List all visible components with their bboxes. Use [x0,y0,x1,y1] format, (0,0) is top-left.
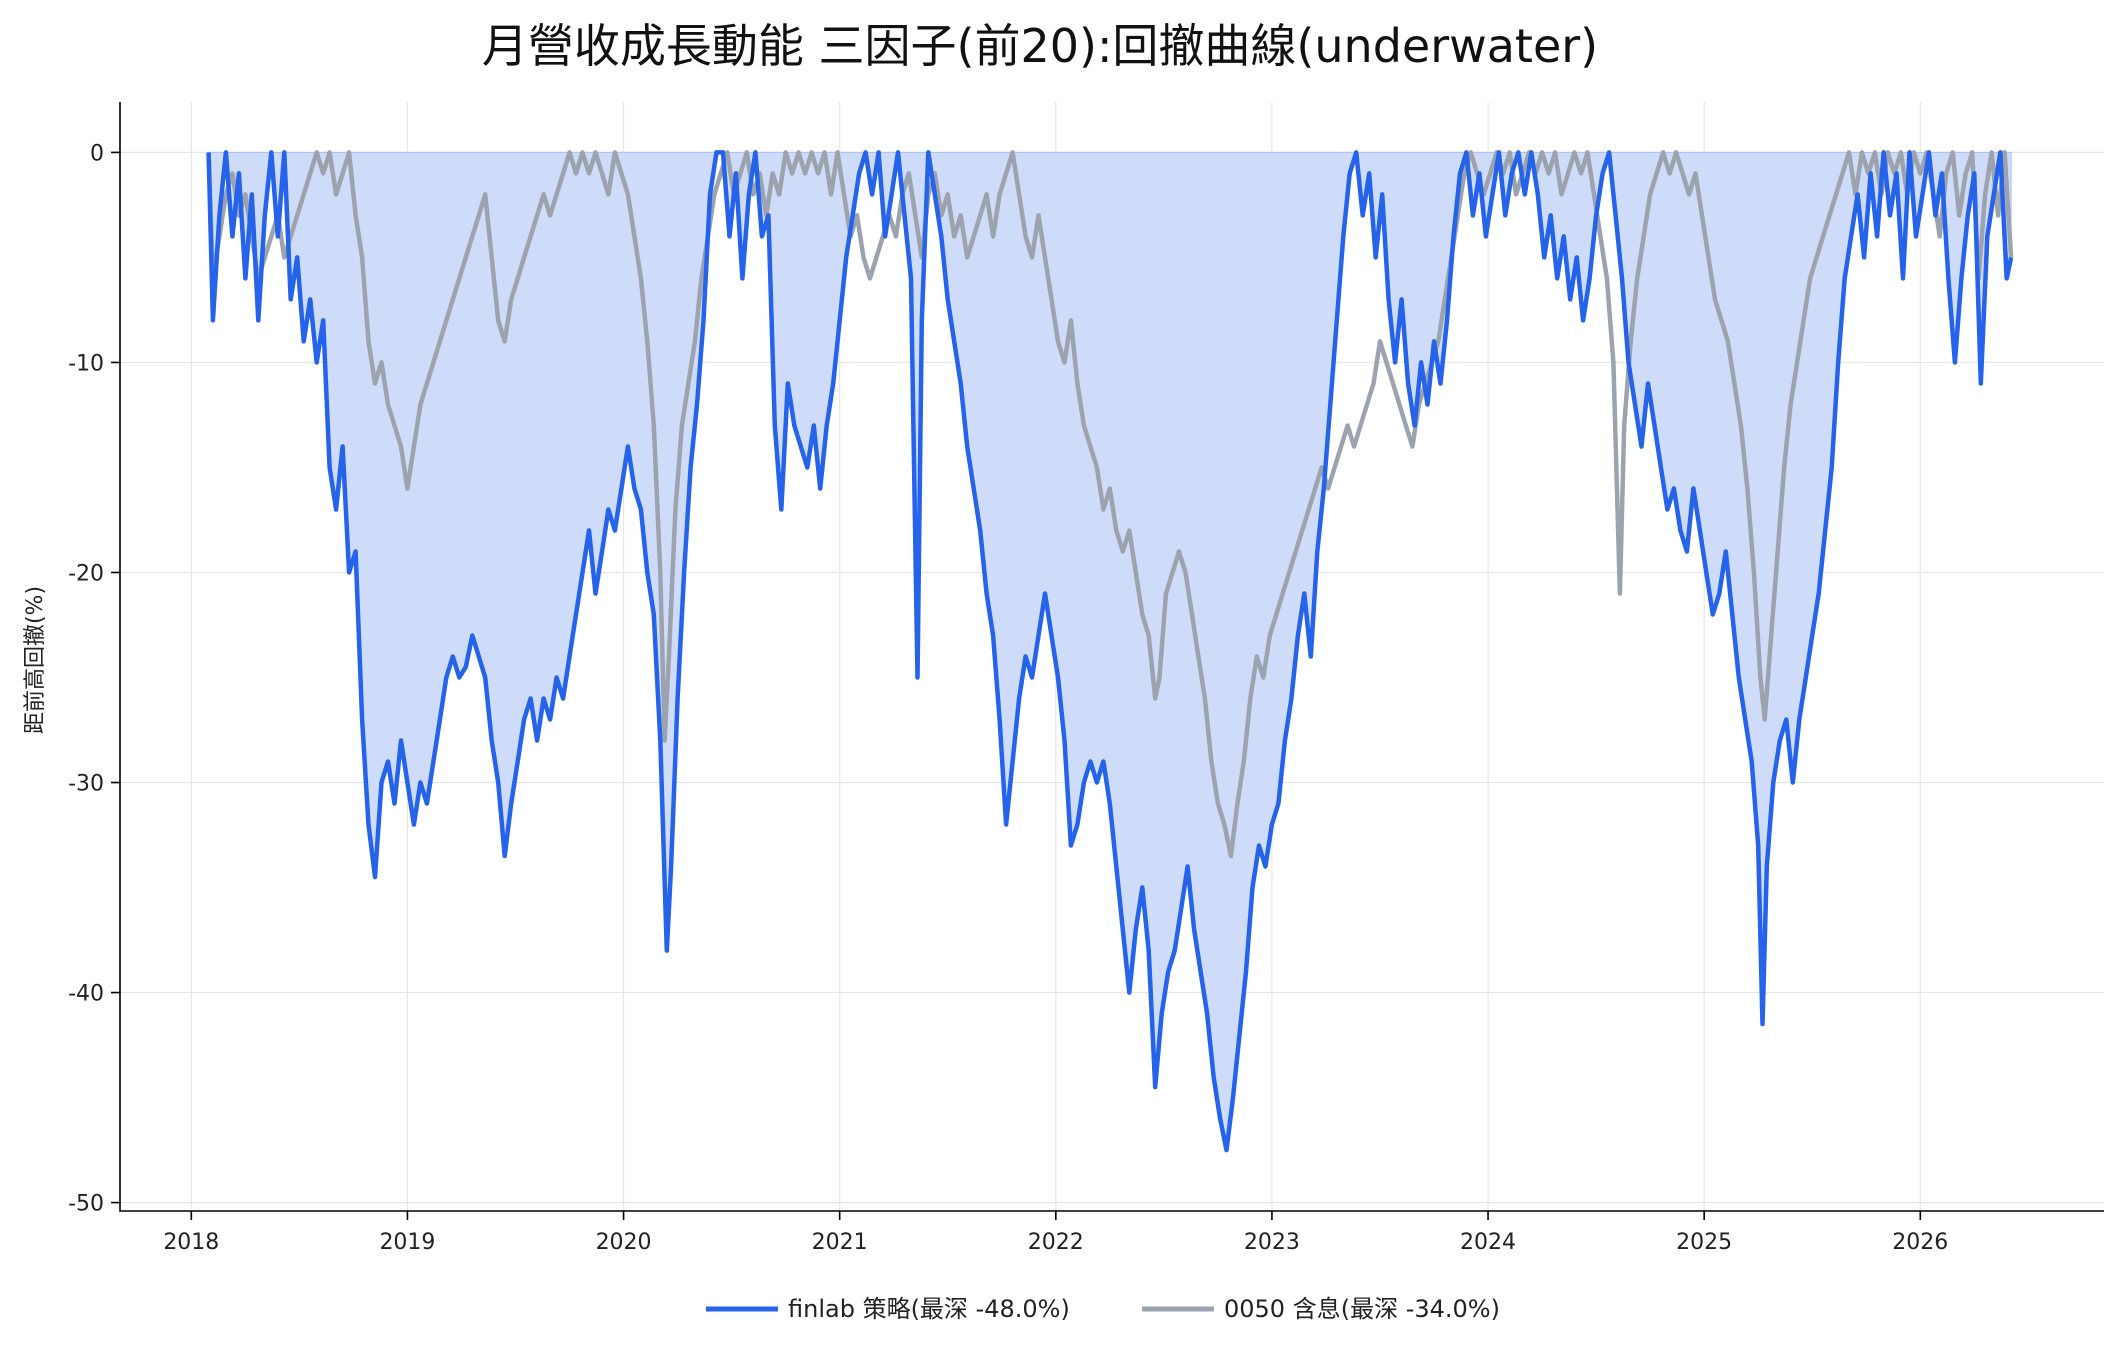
x-tick-label: 2021 [812,1230,868,1255]
x-tick-label: 2019 [379,1230,435,1255]
x-tick-label: 2025 [1676,1230,1732,1255]
y-tick-label: -50 [68,1192,104,1217]
x-tick-label: 2024 [1460,1230,1516,1255]
chart-title: 月營收成長動能 三因子(前20):回撤曲線(underwater) [482,19,1598,73]
y-tick-label: -40 [68,982,104,1007]
x-tick-label: 2026 [1892,1230,1948,1255]
y-tick-label: -20 [68,561,104,586]
benchmark-line [206,150,2014,859]
y-tick-label: -10 [68,351,104,376]
x-tick-label: 2018 [163,1230,219,1255]
y-axis-ticks: 0 -10 -20 -30 -40 -50 [68,141,120,1217]
legend: finlab 策略(最深 -48.0%) 0050 含息(最深 -34.0%) [706,1295,1500,1323]
y-tick-label: -30 [68,772,104,797]
x-tick-label: 2023 [1244,1230,1300,1255]
x-axis-ticks: 2018 2019 2020 2021 2022 2023 2024 2025 2026 [163,1211,1948,1255]
x-tick-label: 2020 [596,1230,652,1255]
strategy-line [206,150,2014,1153]
y-tick-label: 0 [90,141,104,166]
legend-label-benchmark: 0050 含息(最深 -34.0%) [1224,1295,1500,1323]
plot-axes [119,102,2104,1212]
y-axis-label: 距前高回撤(%) [23,586,48,734]
legend-label-strategy: finlab 策略(最深 -48.0%) [788,1295,1070,1323]
x-tick-label: 2022 [1028,1230,1084,1255]
